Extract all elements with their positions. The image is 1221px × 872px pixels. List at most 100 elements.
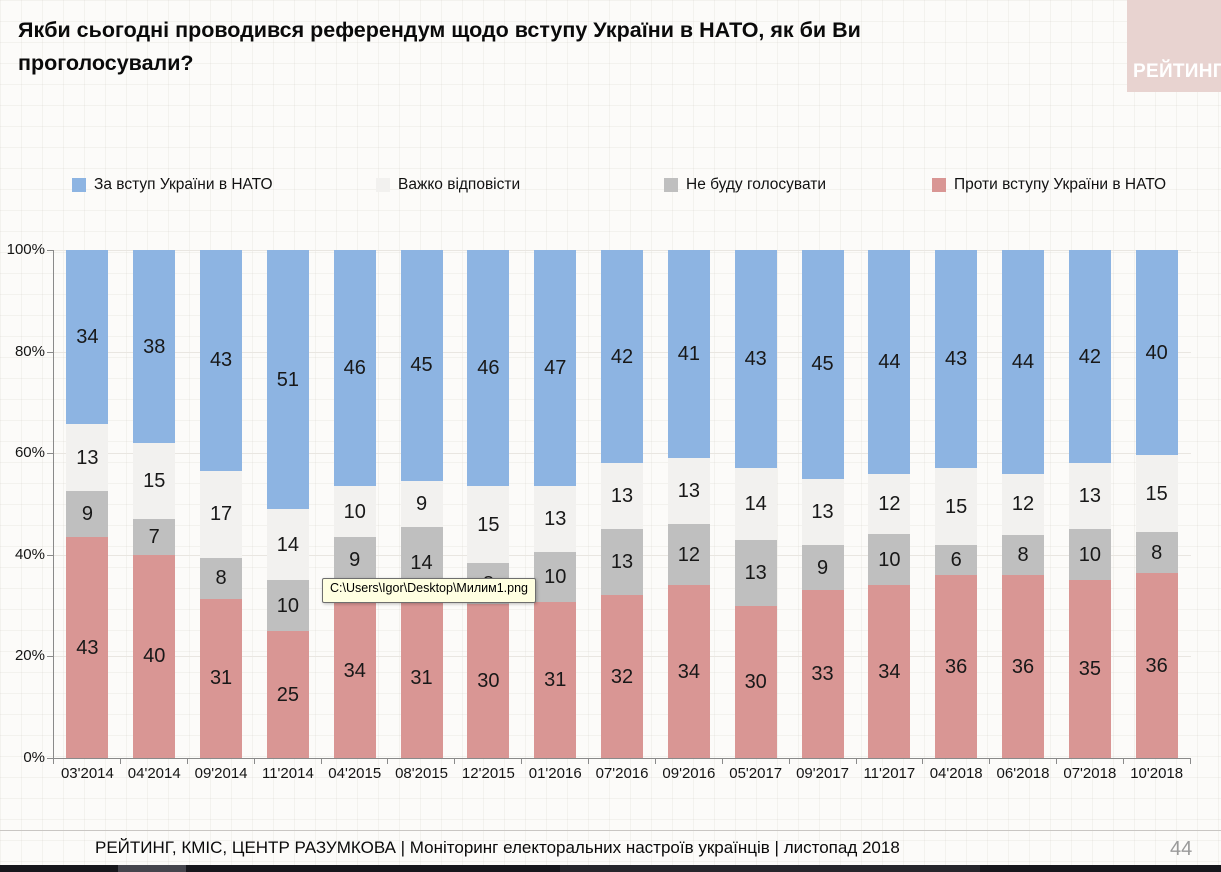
legend-swatch-white	[376, 178, 390, 192]
bar-segment: 10	[1068, 529, 1111, 581]
taskbar-edge	[0, 865, 1221, 872]
x-axis-labels: 03'2014 04'2014 09'2014 11'2014 04'2015 08'20…	[54, 765, 1190, 782]
y-axis-tick-label: 40%	[14, 545, 45, 563]
bar-segment: 43	[66, 537, 109, 758]
bar-segment: 34	[333, 583, 376, 758]
bar-segment: 36	[1002, 575, 1044, 758]
bar-value-label: 9	[816, 556, 829, 579]
bar-segment: 13	[601, 463, 644, 530]
bar-value-label: 51	[276, 368, 300, 391]
bar-segment: 30	[467, 604, 510, 758]
bar-value-label: 14	[744, 493, 767, 516]
bar-segment: 42	[601, 250, 644, 464]
bar-value-label: 43	[945, 348, 968, 371]
x-axis-tick	[989, 759, 991, 764]
x-axis-tick	[53, 759, 54, 764]
stacked-bar: 36 8 12 44	[1002, 250, 1044, 758]
stacked-bar: 32 13 13 42	[601, 250, 644, 758]
x-axis-label: 09'2016	[662, 765, 716, 782]
x-axis-tick	[788, 759, 790, 764]
bar-segment: 43	[935, 250, 978, 469]
bar-segment: 45	[801, 250, 844, 479]
stacked-bar: 40 7 15 38	[133, 250, 176, 758]
bar-segment: 9	[400, 480, 443, 528]
bar-segment: 10	[333, 486, 376, 538]
bar-value-label: 47	[544, 357, 567, 380]
x-axis-tick	[454, 759, 456, 764]
legend-label: Проти вступу України в НАТО	[954, 176, 1167, 193]
bar-value-label: 34	[677, 660, 700, 683]
bar-column: 32 13 13 42	[589, 250, 656, 758]
legend-item-wont-vote: Не буду голосувати	[664, 176, 826, 194]
legend-swatch-blue	[72, 178, 86, 192]
stacked-bar: 34 10 12 44	[868, 250, 911, 758]
bar-column: 36 8 12 44	[990, 250, 1057, 758]
bar-segment: 13	[801, 478, 844, 545]
bar-segment: 13	[66, 424, 109, 492]
x-axis-tick	[320, 759, 322, 764]
bar-value-label: 9	[349, 549, 361, 572]
x-axis-label: 03'2014	[60, 765, 114, 782]
bar-value-label: 34	[343, 659, 366, 682]
y-axis-tick-label: 60%	[14, 444, 45, 462]
bar-value-label: 15	[143, 470, 166, 493]
stacked-bar: 3081546	[467, 250, 510, 758]
stacked-bar: 36 6 15 43	[935, 250, 978, 758]
bar-column: 40 7 15 38	[121, 250, 188, 758]
x-axis-label: 11'2014	[261, 765, 314, 782]
bar-value-label: 6	[950, 548, 962, 571]
bar-value-label: 31	[544, 669, 567, 692]
bar-segment: 13	[601, 529, 644, 596]
bar-value-label: 30	[744, 670, 767, 693]
bar-segment: 31	[200, 598, 243, 758]
bar-column: 35 10 13 42	[1056, 250, 1123, 758]
page-number: 44	[1170, 838, 1193, 860]
bar-value-label: 13	[610, 551, 634, 574]
bar-segment: 34	[66, 250, 109, 425]
x-axis-tick	[1123, 759, 1125, 764]
bar-value-label: 31	[209, 667, 233, 690]
bar-segment: 36	[935, 575, 978, 758]
bar-column: 36 6 15 43	[923, 250, 990, 758]
bar-value-label: 8	[1151, 541, 1163, 564]
bar-segment: 8	[1135, 532, 1178, 574]
bar-value-label: 36	[1145, 654, 1168, 677]
bar-value-label: 10	[343, 500, 366, 523]
bar-value-label: 36	[1011, 655, 1035, 678]
bar-segment: 31	[534, 602, 577, 758]
bar-segment: 7	[133, 519, 176, 555]
bar-segment: 36	[1135, 573, 1178, 758]
bar-value-label: 15	[1145, 482, 1168, 505]
bar-value-label: 40	[143, 645, 166, 668]
bar-segment: 9	[66, 491, 109, 538]
bar-segment: 33	[801, 590, 844, 758]
bar-value-label: 12	[1011, 493, 1035, 516]
stacked-bar: 31 10 13 47	[534, 250, 577, 758]
y-axis-tick	[47, 554, 53, 556]
stacked-bar: 25 10 14 51	[266, 250, 309, 758]
bar-value-label: 43	[744, 348, 767, 371]
footer-divider	[0, 830, 1221, 831]
bar-segment: 41	[667, 250, 710, 459]
x-axis-tick	[387, 759, 389, 764]
rating-logo: РЕЙТИНГ	[1127, 0, 1221, 92]
x-axis-label: 05'2017	[729, 765, 783, 782]
bar-segment: 44	[1002, 250, 1044, 474]
x-axis-label: 04'2015	[328, 765, 382, 782]
bar-value-label: 40	[1145, 341, 1168, 364]
y-axis-tick	[47, 656, 53, 658]
bar-column: 43 9 13 34	[54, 250, 121, 758]
bar-segment: 8	[200, 557, 243, 599]
bar-value-label: 12	[677, 543, 700, 566]
bar-segment: 12	[868, 473, 911, 535]
x-axis-tick	[654, 759, 656, 764]
x-axis-label: 06'2018	[996, 765, 1050, 782]
bar-column: 34 12 13 41	[655, 250, 722, 758]
legend-item-hard-to-answer: Важко відповісти	[376, 176, 520, 194]
bar-segment: 12	[1002, 473, 1044, 535]
x-axis-label: 09'2017	[796, 765, 849, 782]
bar-value-label: 10	[878, 548, 901, 571]
bar-value-label: 32	[610, 665, 634, 688]
bar-value-label: 45	[811, 353, 834, 376]
bar-segment: 15	[935, 468, 978, 545]
